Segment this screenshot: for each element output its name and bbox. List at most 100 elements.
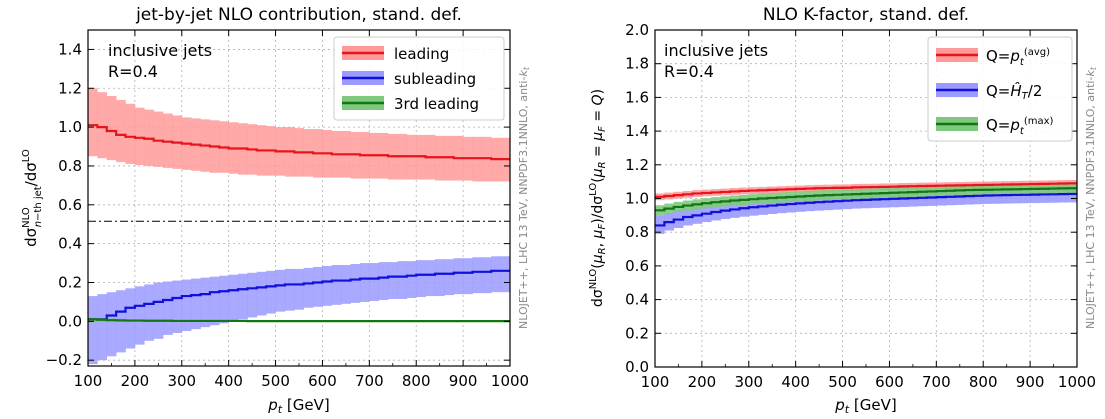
right-series-1-band-bin [1001,189,1012,204]
left-annotation-line2: R=0.4 [108,62,158,81]
left-series-1-band-bin [331,265,342,305]
left-series-1-band-bin [303,267,314,308]
left-y-tick-label: 1.2 [58,79,82,97]
right-series-1-band-bin [1067,188,1078,203]
right-series-1-band-bin [917,191,928,207]
left-series-1-band-bin [359,263,370,302]
left-side-label: NLOJET++, LHC 13 TeV, NNPDF3.1NNLO, anti… [517,66,531,329]
right-x-tick-label: 1000 [1058,373,1096,391]
right-series-1-band-bin [851,194,862,209]
left-series-0-band-bin [106,96,117,161]
legend-label-3rd-leading: 3rd leading [394,95,479,113]
left-y-tick-label: 0.0 [58,312,82,330]
left-series-1-band-bin [275,269,286,312]
left-series-1-band-bin [397,261,408,299]
left-y-tick-label: −0.2 [46,351,82,369]
left-series-1-line [88,269,510,321]
left-series-1-band-bin [134,286,145,345]
left-series-1-band-bin [481,257,492,294]
right-x-tick-label: 600 [875,373,904,391]
right-series-2-line [655,187,1077,212]
right-series-1-band-bin [861,193,871,209]
right-series-1-band-bin [1039,189,1050,203]
left-series-1-band-bin [472,257,483,294]
right-series-1-band-bin [983,190,993,204]
right-axis-ticks: 100 200 300 400 500 600 700 800 900 1000 0.0 0.2 0.4… [625,21,1096,391]
right-series-1-band-bin [880,193,890,208]
left-series-1-band-bin [425,260,436,297]
left-chart-title: jet-by-jet NLO contribution, stand. def. [135,5,462,25]
left-series-1-band-bin [350,264,361,303]
right-legend-box [927,36,1073,142]
right-x-tick-label: 300 [734,373,763,391]
left-series-1-band-bin [256,271,267,316]
left-series-1-band-bin [153,282,164,339]
left-series-1-band-bin [284,268,295,311]
right-side-label: NLOJET++, LHC 13 TeV, NNPDF3.1NNLO, anti… [1084,66,1098,329]
left-y-tick-label: 1.4 [58,40,82,58]
right-y-tick-label: 2.0 [625,21,649,39]
left-y-tick-label: 1.0 [58,118,82,136]
legend-label-ht-half: Q=ĤT/2 [986,81,1042,102]
left-annotation-line1: inclusive jets [108,41,212,60]
right-annotation-line1: inclusive jets [664,41,768,60]
left-series-1-band-bin [144,284,154,341]
left-y-tick-label: 0.4 [58,235,82,253]
right-y-tick-label: 0.8 [625,223,649,241]
left-x-tick-label: 200 [121,372,150,390]
left-series-1-band-bin [238,273,248,320]
left-x-tick-label: 900 [449,372,478,390]
left-series-1-band-bin [313,266,323,307]
left-series-1-band-bin [322,265,333,306]
right-series-1-band-bin [1048,189,1059,203]
right-series-1-band-bin [1058,188,1068,203]
right-series-1-band-bin [1030,189,1040,204]
right-series-1-band-bin [926,191,937,206]
right-series-1-band-bin [973,190,984,205]
right-y-tick-label: 1.2 [625,156,649,174]
left-x-axis-label: pt [GeV] [267,396,329,416]
right-series-1-band-bin [945,190,956,206]
left-x-tick-label: 100 [74,372,103,390]
left-series-0-band-bin [153,111,164,167]
left-series-1-band-bin [181,279,192,332]
left-series-1-band-bin [444,259,455,296]
left-series-1-band-bin [416,260,426,298]
left-y-tick-label: 0.6 [58,196,82,214]
left-series-1-band-bin [453,258,464,295]
right-y-axis-label: dσNLO(μR, μF)/dσLO(μR = μF = Q) [588,89,608,307]
left-series-lines [88,124,510,323]
left-x-tick-label: 800 [402,372,431,390]
left-series-1-band-bin [209,276,220,326]
right-series-1-band-bin [1011,189,1022,204]
left-chart: jet-by-jet NLO contribution, stand. def.… [21,5,531,416]
left-series-1-band-bin [163,281,173,335]
right-y-tick-label: 1.4 [625,122,649,140]
legend-label-subleading: subleading [394,70,476,88]
left-x-tick-label: 700 [355,372,384,390]
left-series-1-band-bin [388,262,398,299]
right-y-tick-label: 1.8 [625,55,649,73]
legend-label-leading: leading [394,45,449,63]
left-y-axis-label: dσNLOn−th jet/dσLO [21,149,44,247]
right-series-0-line [655,182,1077,198]
left-series-1-band-bin [219,275,229,324]
right-x-tick-label: 400 [781,373,810,391]
right-series-1-band-bin [908,192,918,207]
left-series-1-band-bin [491,256,501,293]
left-series-1-band-bin [500,256,511,293]
left-series-0-band-bin [97,92,108,159]
right-x-tick-label: 800 [969,373,998,391]
left-series-1-band-bin [106,292,117,357]
left-series-1-band-bin [97,294,108,361]
right-x-axis-label: pt [GeV] [834,396,896,416]
right-series-1-band-bin [889,192,900,208]
right-legend: Q=pt(avg) Q=ĤT/2 Q=pt(max) [927,36,1073,142]
left-series-1-band-bin [228,274,239,322]
left-axis-ticks: 100 200 300 400 500 600 700 800 900 1000 −0.2 0.0 0.… [46,30,529,390]
left-y-tick-label: 0.8 [58,157,82,175]
left-series-1-band-bin [247,272,258,318]
right-plot-frame [654,29,1078,368]
right-x-tick-label: 700 [922,373,951,391]
right-chart-title: NLO K-factor, stand. def. [763,5,969,25]
